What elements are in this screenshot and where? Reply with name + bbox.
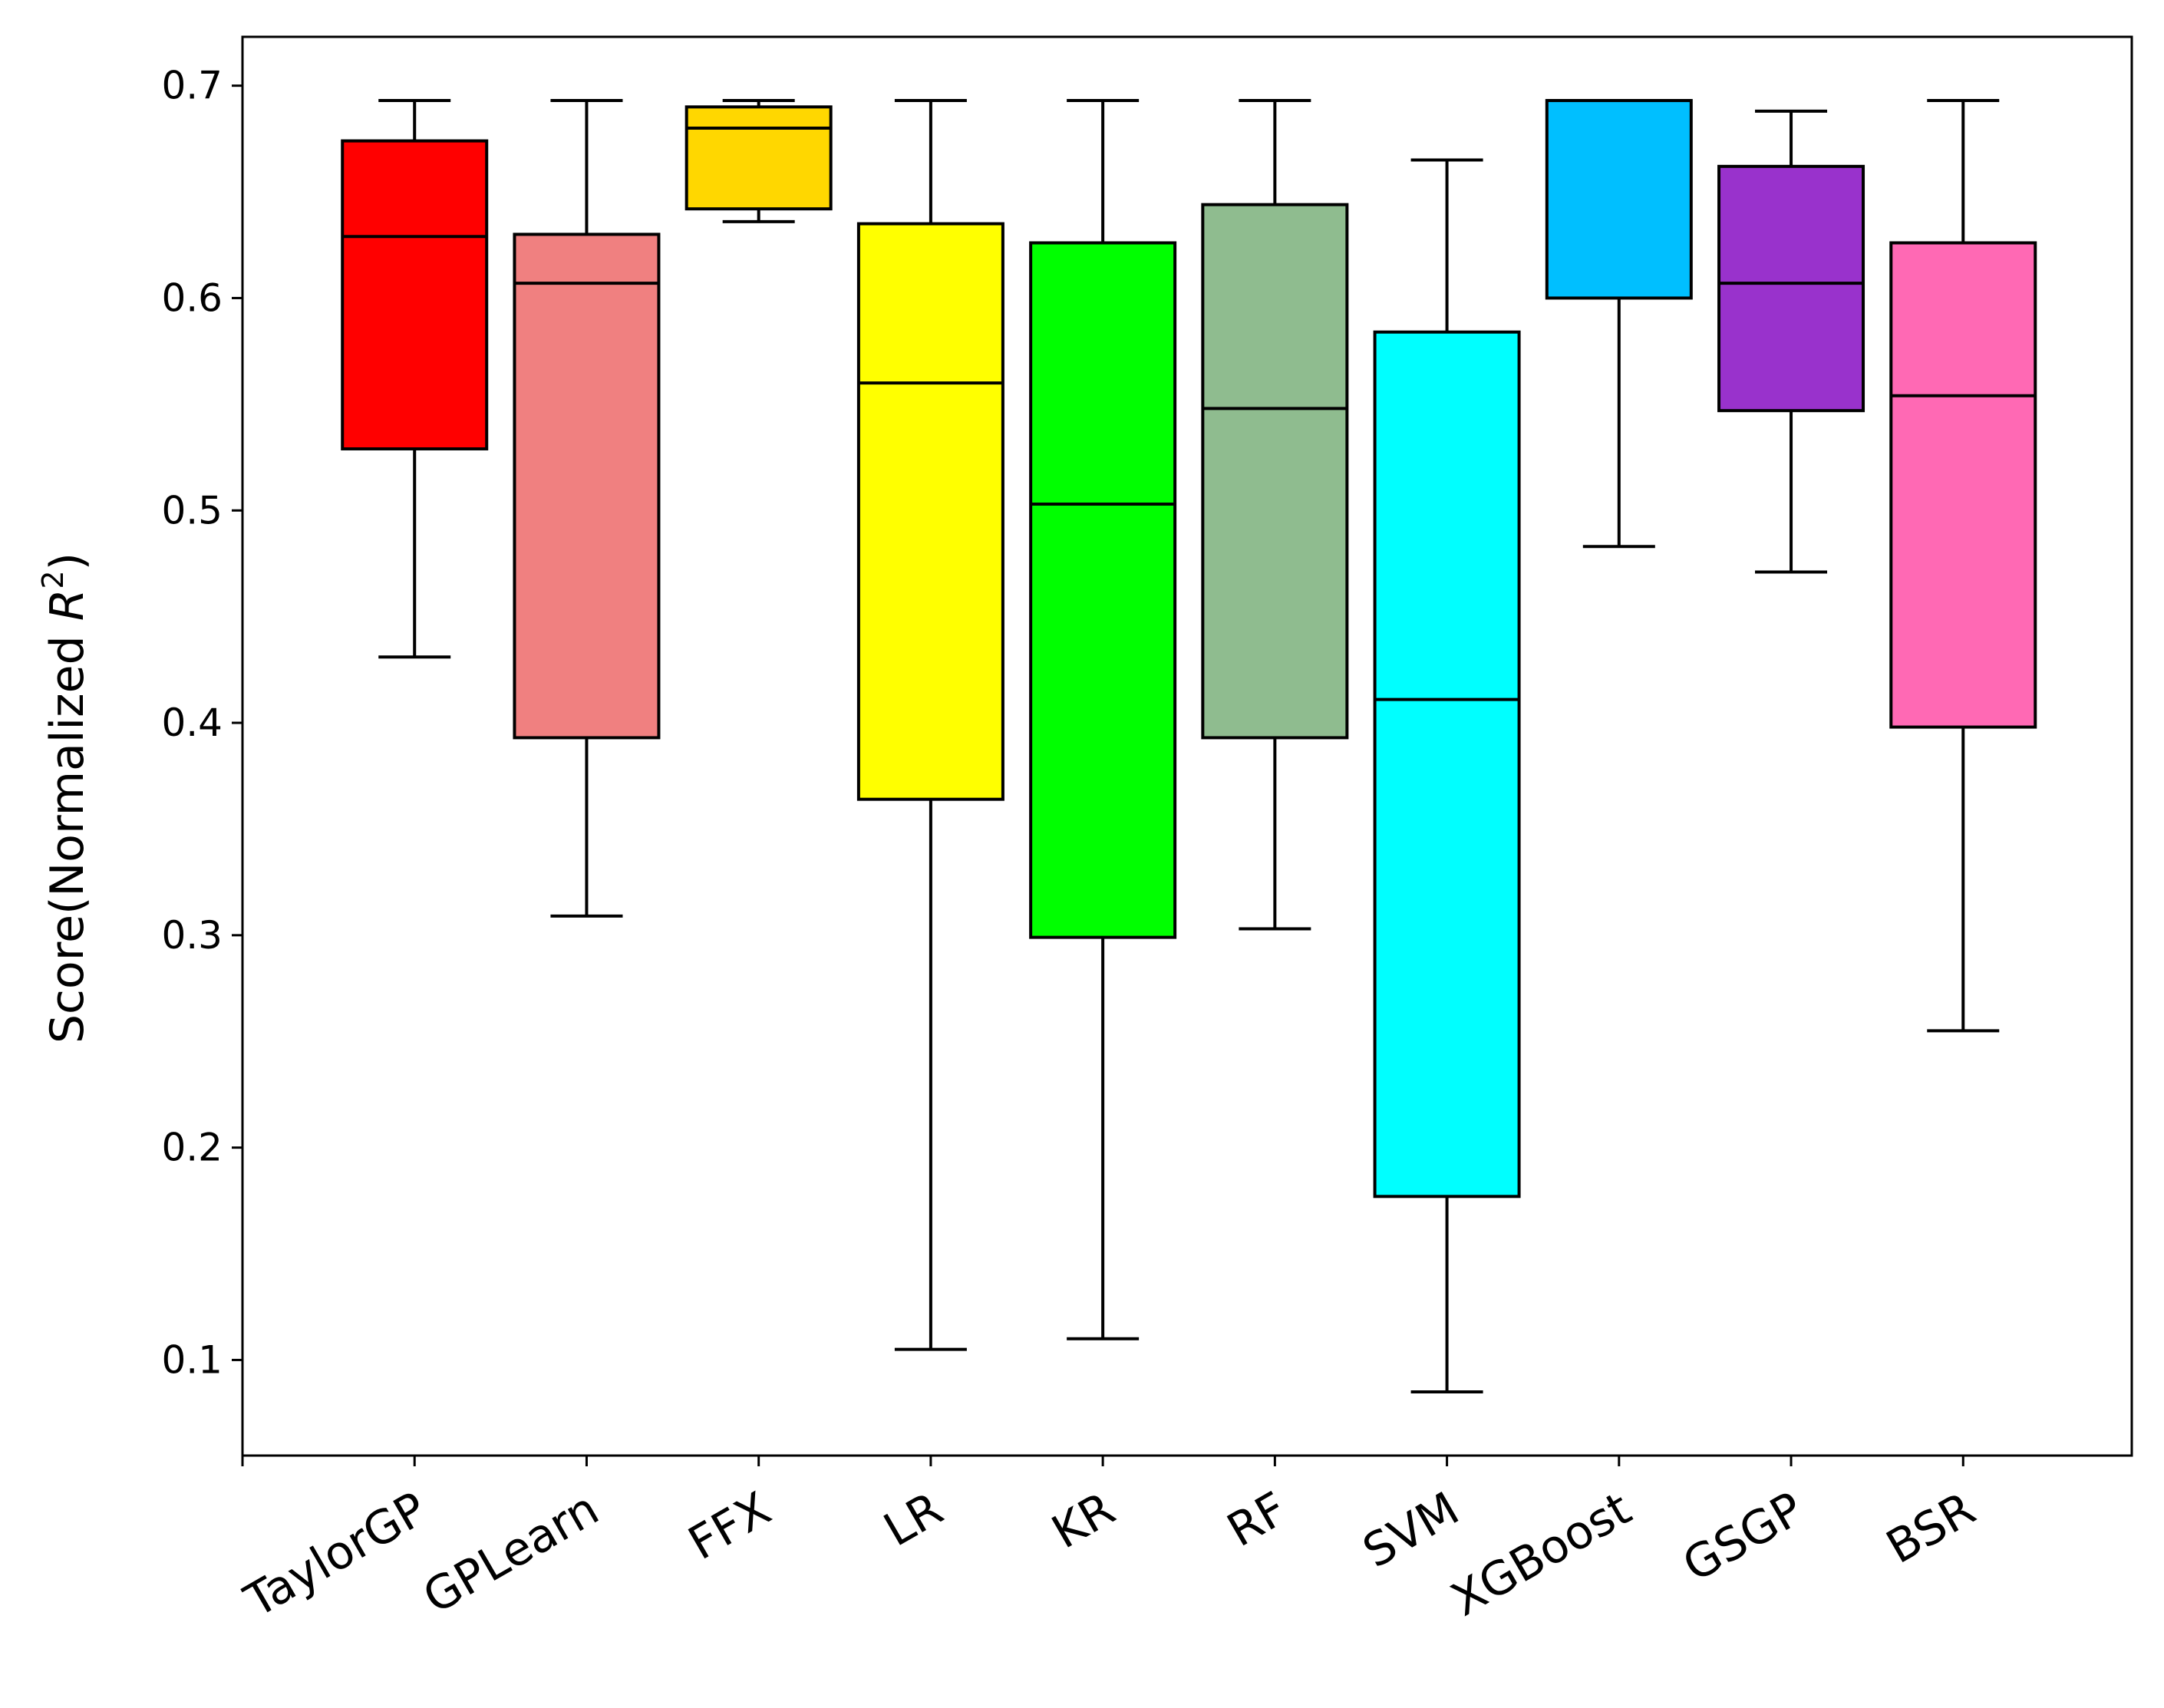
box-iqr-kr bbox=[1029, 241, 1177, 939]
plot-frame bbox=[241, 35, 2133, 1457]
box-xgboost bbox=[1545, 99, 1693, 549]
box-iqr-ffx bbox=[684, 105, 833, 211]
box-kr bbox=[1029, 99, 1177, 1340]
box-iqr-gsgp bbox=[1717, 164, 1865, 413]
box-taylorgp bbox=[341, 99, 489, 659]
box-iqr-gplearn bbox=[513, 232, 661, 740]
box-iqr-svm bbox=[1373, 330, 1521, 1199]
y-axis-title: Score(Normalized R2) bbox=[36, 552, 94, 1044]
y-tick-label: 0.4 bbox=[161, 701, 223, 745]
box-gplearn bbox=[513, 99, 661, 918]
box-iqr-bsr bbox=[1889, 241, 2037, 729]
y-tick-label: 0.7 bbox=[161, 64, 223, 108]
box-iqr-rf bbox=[1201, 203, 1349, 740]
box-iqr-xgboost bbox=[1545, 99, 1693, 300]
y-axis-title-sup: 2 bbox=[36, 570, 70, 589]
box-svm bbox=[1373, 158, 1521, 1393]
box-gsgp bbox=[1717, 109, 1865, 574]
box-iqr-taylorgp bbox=[341, 139, 489, 450]
y-tick-label: 0.6 bbox=[161, 275, 223, 320]
y-tick-label: 0.5 bbox=[161, 488, 223, 533]
y-axis-title-prefix: Score(Normalized bbox=[41, 621, 94, 1044]
box-rf bbox=[1201, 99, 1349, 931]
y-axis-title-suffix: ) bbox=[41, 552, 94, 570]
y-tick-label: 0.1 bbox=[161, 1337, 223, 1382]
box-series-group bbox=[341, 99, 2037, 1393]
y-axis-title-var: R bbox=[41, 589, 94, 622]
y-tick-label: 0.2 bbox=[161, 1126, 223, 1170]
box-bsr bbox=[1889, 99, 2037, 1033]
y-tick-label: 0.3 bbox=[161, 913, 223, 958]
box-lr bbox=[856, 99, 1004, 1351]
box-iqr-lr bbox=[856, 222, 1004, 801]
box-ffx bbox=[684, 99, 833, 223]
